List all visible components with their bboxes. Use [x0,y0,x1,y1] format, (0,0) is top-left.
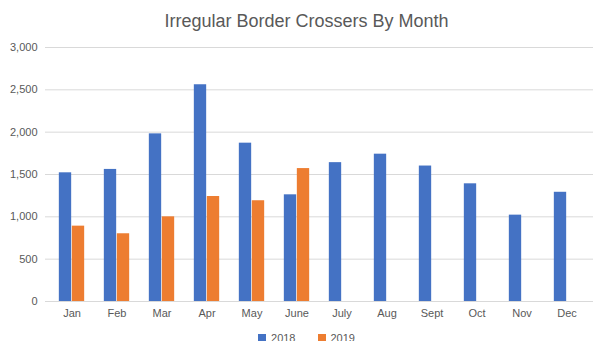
svg-text:500: 500 [19,253,37,265]
svg-text:2,000: 2,000 [10,126,38,138]
svg-text:Dec: Dec [557,307,577,319]
svg-text:Feb: Feb [108,307,127,319]
svg-text:July: July [332,307,352,319]
svg-text:Apr: Apr [198,307,215,319]
svg-text:0: 0 [31,295,37,307]
svg-text:Aug: Aug [377,307,397,319]
svg-text:Mar: Mar [153,307,172,319]
svg-text:Oct: Oct [468,307,485,319]
svg-text:Jan: Jan [63,307,81,319]
svg-text:Nov: Nov [512,307,532,319]
svg-text:1,500: 1,500 [10,168,38,180]
html-text:Irregular Border Crossers By M: Irregular Border Crossers By Month [164,11,449,31]
svg-text:3,000: 3,000 [10,41,38,53]
svg-text:2,500: 2,500 [10,83,38,95]
svg-text:May: May [242,307,263,319]
svg-text:Sept: Sept [421,307,444,319]
svg-text:June: June [285,307,309,319]
svg-text:1,000: 1,000 [10,210,38,222]
